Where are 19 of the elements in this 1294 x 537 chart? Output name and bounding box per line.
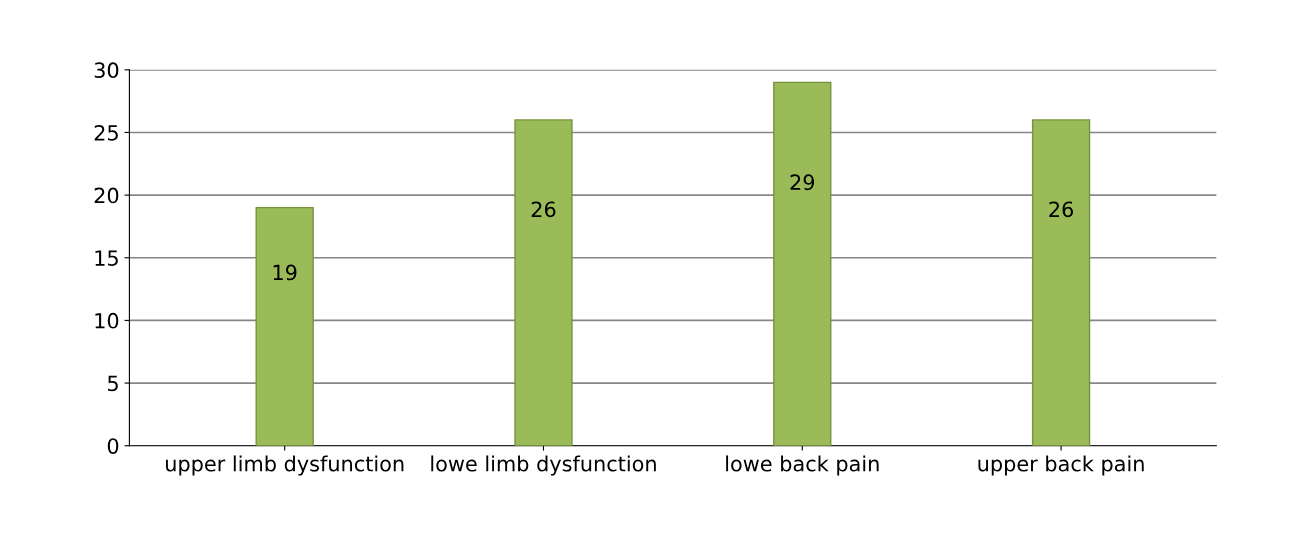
data-label: 29: [790, 174, 815, 191]
y-tick-label: 15: [95, 250, 118, 266]
x-tick-label: upper limb dysfunction: [166, 455, 404, 476]
bar: [1031, 119, 1091, 446]
bar: [773, 81, 832, 446]
y-tick-label: 30: [94, 62, 119, 79]
x-tick-label: lowe limb dysfunction: [431, 455, 656, 476]
data-label: 26: [531, 201, 556, 218]
y-tick-label: 5: [108, 375, 118, 392]
y-tick-label: 0: [107, 438, 119, 454]
bar: [255, 206, 314, 446]
y-tick-label: 10: [95, 312, 119, 329]
y-tick-label: 20: [94, 187, 119, 204]
x-tick-label: lowe back pain: [726, 455, 879, 476]
data-label: 19: [273, 264, 297, 281]
x-tick-label: upper back pain: [978, 455, 1144, 476]
y-tick-label: 25: [94, 124, 118, 141]
data-label: 26: [1049, 201, 1074, 218]
bar: [514, 119, 573, 446]
